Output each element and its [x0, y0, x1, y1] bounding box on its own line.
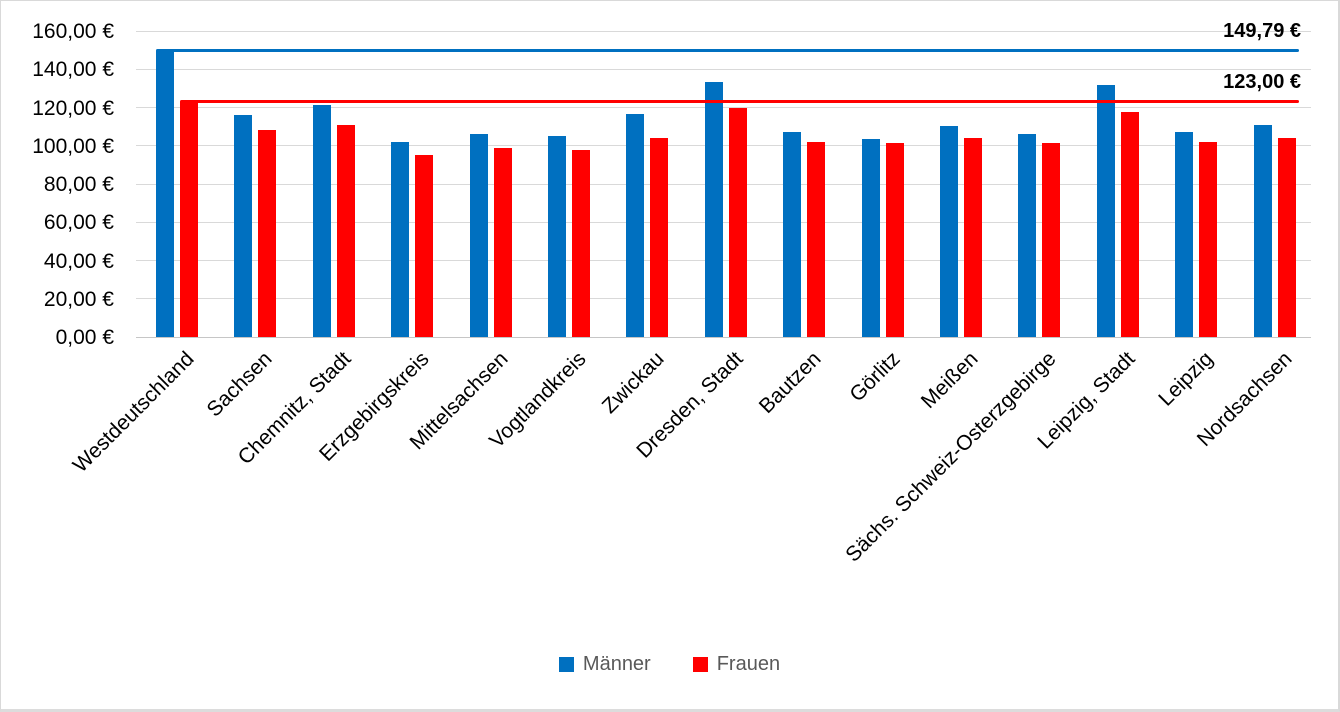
bar-maenner — [1096, 84, 1115, 337]
bar-frauen — [572, 149, 590, 337]
bar-maenner — [1253, 124, 1272, 337]
bar-frauen — [258, 129, 277, 337]
bar-frauen — [1277, 138, 1296, 337]
bar-maenner — [156, 50, 174, 337]
y-gridline — [136, 221, 1311, 223]
y-gridline — [136, 183, 1311, 185]
legend-item-frauen: Frauen — [692, 653, 781, 676]
reference-line-frauen — [180, 100, 1299, 104]
reference-line-value-label: 123,00 € — [1223, 70, 1301, 93]
y-axis-tick-label: 120,00 € — [32, 96, 114, 120]
bar-maenner — [548, 135, 566, 337]
bar-maenner — [626, 114, 645, 337]
y-axis-tick-label: 140,00 € — [32, 58, 114, 82]
bar-frauen — [1199, 142, 1218, 337]
bar-maenner — [861, 139, 880, 337]
bar-frauen — [885, 142, 904, 337]
y-gridline — [136, 260, 1311, 261]
bar-frauen — [1120, 112, 1139, 337]
reference-line-value-label: 149,79 € — [1223, 19, 1301, 42]
bar-maenner — [1018, 133, 1037, 337]
reference-line-maenner — [156, 49, 1299, 53]
legend-label-maenner: Männer — [582, 653, 651, 675]
bar-frauen — [336, 125, 355, 337]
bar-frauen — [807, 141, 826, 337]
legend-label-frauen: Frauen — [716, 653, 781, 675]
bar-frauen — [415, 155, 434, 337]
maenner-series-swatch-icon — [558, 657, 574, 672]
y-axis-tick-label: 160,00 € — [32, 20, 114, 43]
frauen-series-swatch-icon — [692, 657, 708, 672]
bar-maenner — [391, 142, 410, 337]
bar-maenner — [704, 81, 723, 337]
bar-frauen — [964, 137, 982, 337]
bar-frauen — [180, 101, 198, 337]
bar-frauen — [493, 147, 512, 337]
y-axis-tick-label: 20,00 € — [43, 287, 114, 311]
bar-frauen — [728, 107, 747, 337]
bar-maenner — [312, 105, 331, 337]
bar-frauen — [650, 137, 669, 337]
y-axis-tick-label: 40,00 € — [43, 249, 114, 273]
bar-maenner — [783, 131, 802, 337]
y-gridline — [136, 298, 1311, 300]
y-axis-tick-label: 60,00 € — [43, 211, 114, 235]
bar-maenner — [469, 133, 488, 337]
bar-maenner — [1175, 131, 1194, 337]
x-axis-category-label: Nordsachsen — [1192, 347, 1297, 452]
x-axis-category-label: Leipzig, Stadt — [1033, 347, 1140, 454]
legend-item-maenner: Männer — [558, 653, 651, 676]
y-axis-tick-label: 100,00 € — [32, 134, 114, 158]
bar-frauen — [1042, 142, 1061, 337]
bar-maenner — [940, 125, 958, 337]
y-gridline — [136, 107, 1311, 108]
y-axis-tick-label: 80,00 € — [43, 173, 114, 196]
chart-legend: Männer Frauen — [1, 653, 1338, 676]
bar-maenner — [234, 115, 253, 337]
y-gridline — [136, 336, 1311, 338]
y-gridline — [136, 68, 1311, 70]
y-gridline — [136, 145, 1311, 147]
y-gridline — [136, 30, 1311, 32]
y-axis-tick-label: 0,00 € — [55, 326, 114, 349]
x-axis-category-label: Leipzig — [1154, 347, 1218, 411]
